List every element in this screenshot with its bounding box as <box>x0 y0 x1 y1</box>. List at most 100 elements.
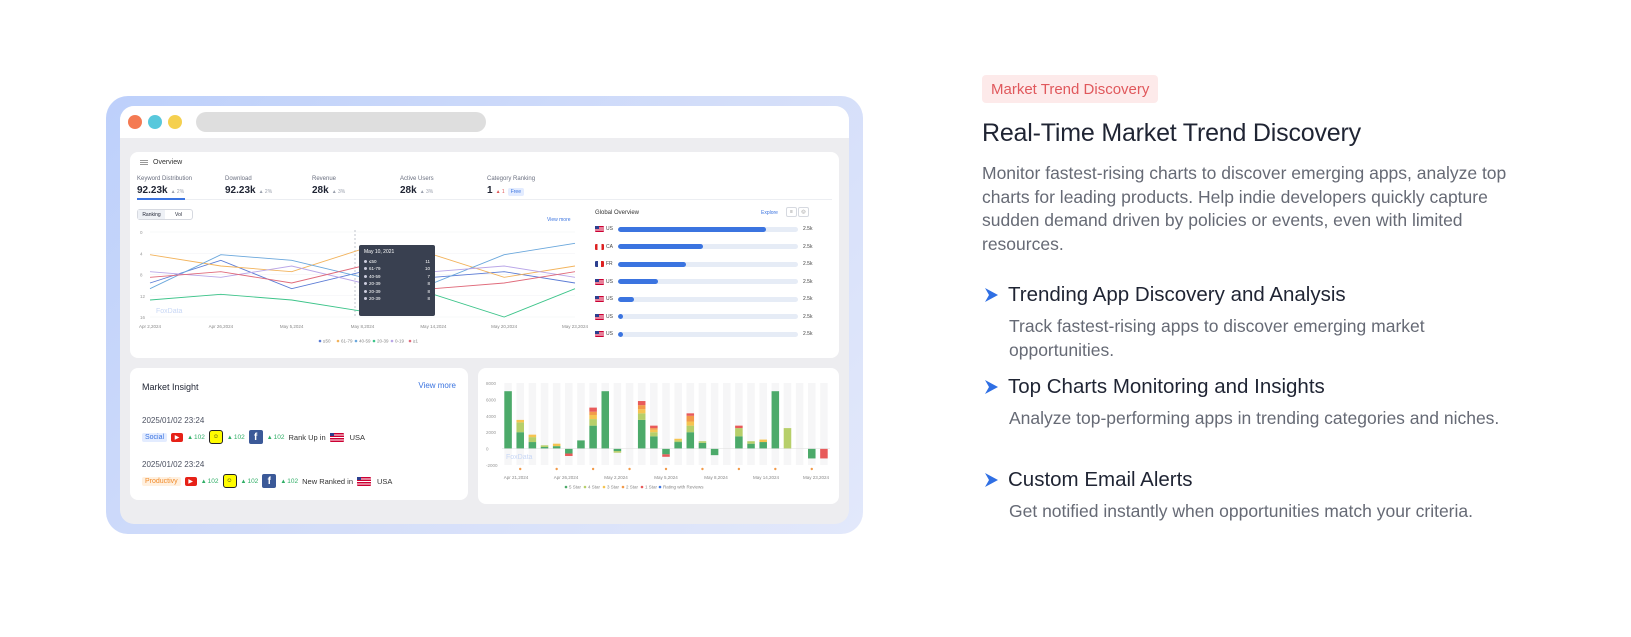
feature-title: Top Charts Monitoring and Insights <box>1008 375 1325 398</box>
market-insight-view-more[interactable]: View more <box>418 381 456 390</box>
list-view-icon[interactable]: ≡ <box>786 207 797 217</box>
fr-flag-icon <box>595 261 604 267</box>
legend-marker <box>372 339 376 343</box>
stat-download[interactable]: Download 92.23k ▲ 2% <box>225 176 272 196</box>
address-bar[interactable] <box>196 112 486 132</box>
usa-flag-icon <box>356 476 371 486</box>
bar-segment <box>528 434 537 438</box>
bar-segment <box>516 419 524 423</box>
insight-action: New Ranked in <box>302 476 353 486</box>
bar-background <box>722 383 731 465</box>
legend-marker <box>583 485 587 489</box>
legend-label: 5 Star <box>569 485 582 490</box>
explore-link[interactable]: Explore <box>761 210 778 216</box>
legend-label: 4 Star <box>588 485 601 490</box>
menu-icon[interactable] <box>140 160 148 165</box>
legend-marker <box>354 339 358 343</box>
y-tick-label: 6000 <box>486 397 497 402</box>
legend-marker <box>602 485 606 489</box>
country-code: US <box>606 313 613 320</box>
chevron-right-icon <box>985 380 998 394</box>
bar-segment <box>504 391 512 449</box>
country-row-us[interactable]: US 2.5k <box>595 278 812 286</box>
us-flag-icon <box>595 331 604 337</box>
bar-segment <box>589 414 597 420</box>
feature-title: Custom Email Alerts <box>1008 468 1193 491</box>
us-flag-icon <box>595 278 604 285</box>
insight-date: 2025/01/02 23:24 <box>142 460 205 469</box>
snapchat-icon: ☺ <box>222 474 237 488</box>
country-row-us[interactable]: US 2.5k <box>595 330 812 338</box>
country-value: 2.5k <box>803 226 813 232</box>
country-row-us[interactable]: US 2.5k <box>595 295 812 303</box>
toggle-vol[interactable]: Vol <box>175 211 182 218</box>
map-view-icon[interactable]: ◎ <box>798 207 809 217</box>
insight-country: USA <box>349 432 366 442</box>
review-marker <box>737 467 741 471</box>
feature-title: Trending App Discovery and Analysis <box>1008 283 1346 306</box>
tooltip-row: 40-59 7 <box>364 273 430 280</box>
rank-change: 102 <box>201 478 219 485</box>
legend-marker <box>658 485 662 489</box>
insight-item[interactable]: Social ▶ 102 ☺ 102 f 102 Rank Up in USA <box>142 430 365 444</box>
country-row-fr[interactable]: FR 2.5k <box>595 260 812 268</box>
x-tick-label: May 5,2024 <box>280 324 304 329</box>
bar-segment <box>771 391 780 449</box>
bar-background <box>674 383 682 465</box>
stat-category-ranking[interactable]: Category Ranking 1 ▲ 1 Free <box>487 176 535 196</box>
bar-segment <box>662 454 670 457</box>
bar-segment <box>674 442 682 449</box>
legend-marker <box>390 339 394 343</box>
global-overview-title: Global Overview <box>595 210 640 216</box>
x-tick-label: May 5,2024 <box>654 475 678 480</box>
tooltip-row: ≤50 11 <box>364 258 430 265</box>
bar-background <box>747 383 755 465</box>
feature-item: Custom Email Alerts Get notified instant… <box>982 468 1542 524</box>
bar-background <box>650 383 658 465</box>
stat-keyword-distribution[interactable]: Keyword Distribution 92.23k ▲ 2% <box>137 176 192 196</box>
legend-marker <box>564 485 568 489</box>
view-more-link[interactable]: View more <box>547 217 571 223</box>
active-stat-indicator <box>137 198 185 200</box>
ranking-vol-toggle[interactable]: Ranking Vol <box>137 209 193 220</box>
bar-segment <box>650 432 658 437</box>
y-tick-label: 4000 <box>486 414 497 419</box>
close-dot-icon <box>128 115 142 129</box>
overview-header: Overview <box>140 159 182 166</box>
bar-segment <box>735 436 743 449</box>
browser-titlebar <box>120 106 849 138</box>
country-row-us[interactable]: US 2.5k <box>595 225 812 233</box>
bar-segment <box>783 428 792 449</box>
feature-description: Track fastest-rising apps to discover em… <box>1009 316 1425 360</box>
insight-item[interactable]: Productivy ▶ 102 ☺ 102 f 102 New Ranked … <box>142 474 392 488</box>
bar-segment <box>759 442 767 449</box>
country-row-ca[interactable]: CA 2.5k <box>595 243 812 251</box>
bar-segment <box>565 453 573 456</box>
country-row-us[interactable]: US 2.5k <box>595 313 812 321</box>
toggle-ranking[interactable]: Ranking <box>138 210 165 219</box>
rank-change: 102 <box>267 434 285 441</box>
stat-active-users[interactable]: Active Users 28k ▲ 3% <box>400 176 434 196</box>
stat-label: Active Users <box>400 176 434 182</box>
bar-segment <box>589 419 597 426</box>
category-tag: Productivy <box>142 476 181 486</box>
bar-segment <box>808 448 816 459</box>
bar-segment <box>589 407 597 412</box>
stat-revenue[interactable]: Revenue 28k ▲ 3% <box>312 176 345 196</box>
stat-value: 92.23k <box>137 185 168 196</box>
bar-segment <box>528 437 537 443</box>
bar-background <box>795 383 804 465</box>
share-bar <box>618 244 798 249</box>
review-marker <box>774 467 777 471</box>
y-tick-label: -2000 <box>486 463 498 468</box>
bar-segment <box>698 441 707 443</box>
section-badge: Market Trend Discovery <box>982 75 1159 103</box>
bar-segment <box>613 451 622 453</box>
bar-segment <box>637 405 646 410</box>
bar-segment <box>686 425 695 433</box>
ratings-bar-chart: 8000 6000 4000 2000 0 -2000 Apr 21,2024 Apr 26,… <box>486 381 830 490</box>
chevron-right-icon <box>985 288 998 302</box>
review-marker <box>555 467 558 471</box>
x-tick-label: May 23,2024 <box>562 324 589 329</box>
